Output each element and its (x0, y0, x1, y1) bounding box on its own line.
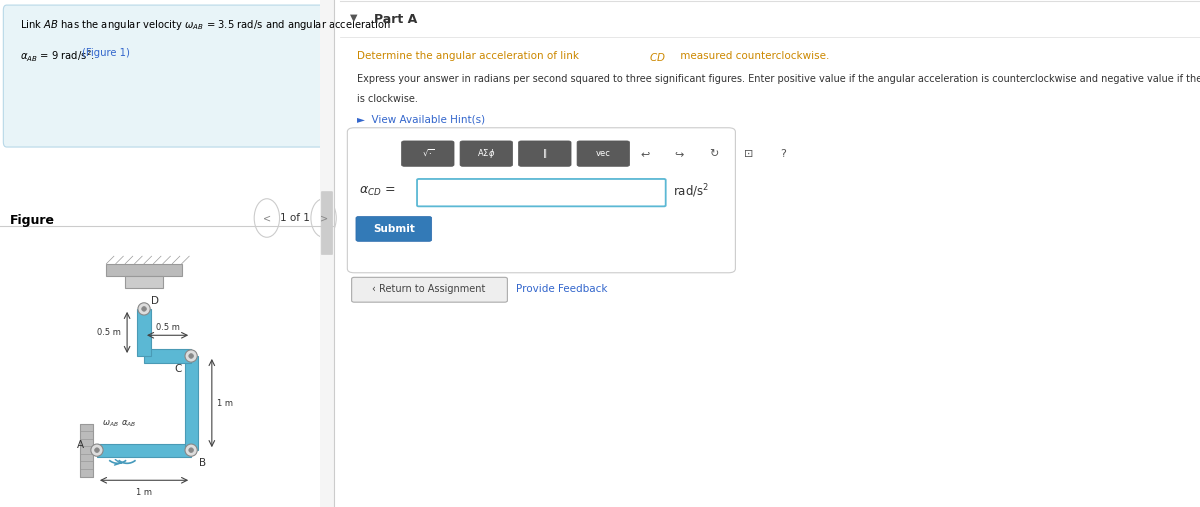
Text: $\|$: $\|$ (542, 147, 547, 160)
Circle shape (254, 199, 280, 237)
Text: Figure: Figure (10, 214, 55, 227)
Text: <: < (263, 213, 271, 223)
FancyBboxPatch shape (352, 277, 508, 302)
Circle shape (188, 354, 193, 358)
Text: ↩: ↩ (641, 149, 649, 159)
Text: B: B (199, 458, 206, 468)
Circle shape (95, 448, 100, 452)
Text: $\alpha_{CD}$ =: $\alpha_{CD}$ = (359, 185, 395, 198)
Circle shape (91, 444, 103, 456)
Text: ►  View Available Hint(s): ► View Available Hint(s) (356, 114, 485, 124)
Text: 1 m: 1 m (217, 399, 234, 408)
Circle shape (311, 199, 336, 237)
Text: >: > (319, 213, 328, 223)
Text: 0.5 m: 0.5 m (97, 328, 120, 337)
Text: $\omega_{AB}$: $\omega_{AB}$ (102, 419, 119, 429)
Text: ?: ? (780, 149, 786, 159)
Text: Link $\mathit{AB}$ has the angular velocity $\omega_{AB}$ = 3.5 rad/s and angula: Link $\mathit{AB}$ has the angular veloc… (20, 18, 391, 32)
Text: measured counterclockwise.: measured counterclockwise. (677, 51, 829, 61)
Text: $\alpha_{AB}$ = 9 rad/s$^2$.: $\alpha_{AB}$ = 9 rad/s$^2$. (20, 48, 96, 64)
Circle shape (188, 448, 193, 452)
Circle shape (185, 444, 197, 456)
Polygon shape (185, 356, 198, 450)
Polygon shape (138, 309, 151, 356)
FancyBboxPatch shape (322, 192, 332, 255)
Circle shape (142, 307, 146, 311)
Text: 1 m: 1 m (136, 488, 152, 497)
Text: A$\Sigma\phi$: A$\Sigma\phi$ (478, 147, 496, 160)
Text: ⊡: ⊡ (744, 149, 752, 159)
Circle shape (185, 350, 197, 362)
Text: Determine the angular acceleration of link: Determine the angular acceleration of li… (356, 51, 582, 61)
Polygon shape (107, 264, 181, 276)
Text: ‹ Return to Assignment: ‹ Return to Assignment (372, 284, 486, 295)
Polygon shape (97, 444, 191, 457)
Text: Submit: Submit (373, 224, 415, 234)
Text: vec: vec (596, 149, 611, 158)
FancyBboxPatch shape (356, 216, 432, 241)
Text: 0.5 m: 0.5 m (156, 323, 180, 333)
Text: rad/s$^2$: rad/s$^2$ (673, 183, 709, 200)
Text: (Figure 1): (Figure 1) (82, 48, 130, 58)
FancyBboxPatch shape (418, 179, 666, 206)
Text: is clockwise.: is clockwise. (356, 94, 418, 104)
Text: $\mathit{CD}$: $\mathit{CD}$ (649, 51, 666, 63)
FancyBboxPatch shape (460, 141, 512, 166)
Polygon shape (125, 276, 163, 288)
Text: ↻: ↻ (709, 149, 719, 159)
FancyBboxPatch shape (347, 128, 736, 273)
FancyBboxPatch shape (402, 141, 454, 166)
Text: Provide Feedback: Provide Feedback (516, 284, 607, 295)
FancyBboxPatch shape (518, 141, 571, 166)
Text: C: C (174, 364, 181, 374)
FancyBboxPatch shape (320, 0, 334, 507)
Text: A: A (77, 441, 84, 450)
Text: D: D (151, 297, 160, 306)
Text: $\alpha_{AB}$: $\alpha_{AB}$ (121, 419, 137, 429)
FancyBboxPatch shape (577, 141, 630, 166)
Text: 1 of 1: 1 of 1 (281, 213, 310, 223)
Text: $\sqrt{\cdot}$: $\sqrt{\cdot}$ (421, 148, 434, 159)
Text: ▼: ▼ (350, 13, 358, 23)
Text: Express your answer in radians per second squared to three significant figures. : Express your answer in radians per secon… (356, 74, 1200, 84)
Circle shape (138, 303, 150, 315)
FancyBboxPatch shape (4, 5, 326, 147)
Polygon shape (80, 424, 94, 477)
Polygon shape (144, 349, 191, 363)
Text: ↪: ↪ (674, 149, 684, 159)
Text: Part A: Part A (374, 13, 418, 26)
